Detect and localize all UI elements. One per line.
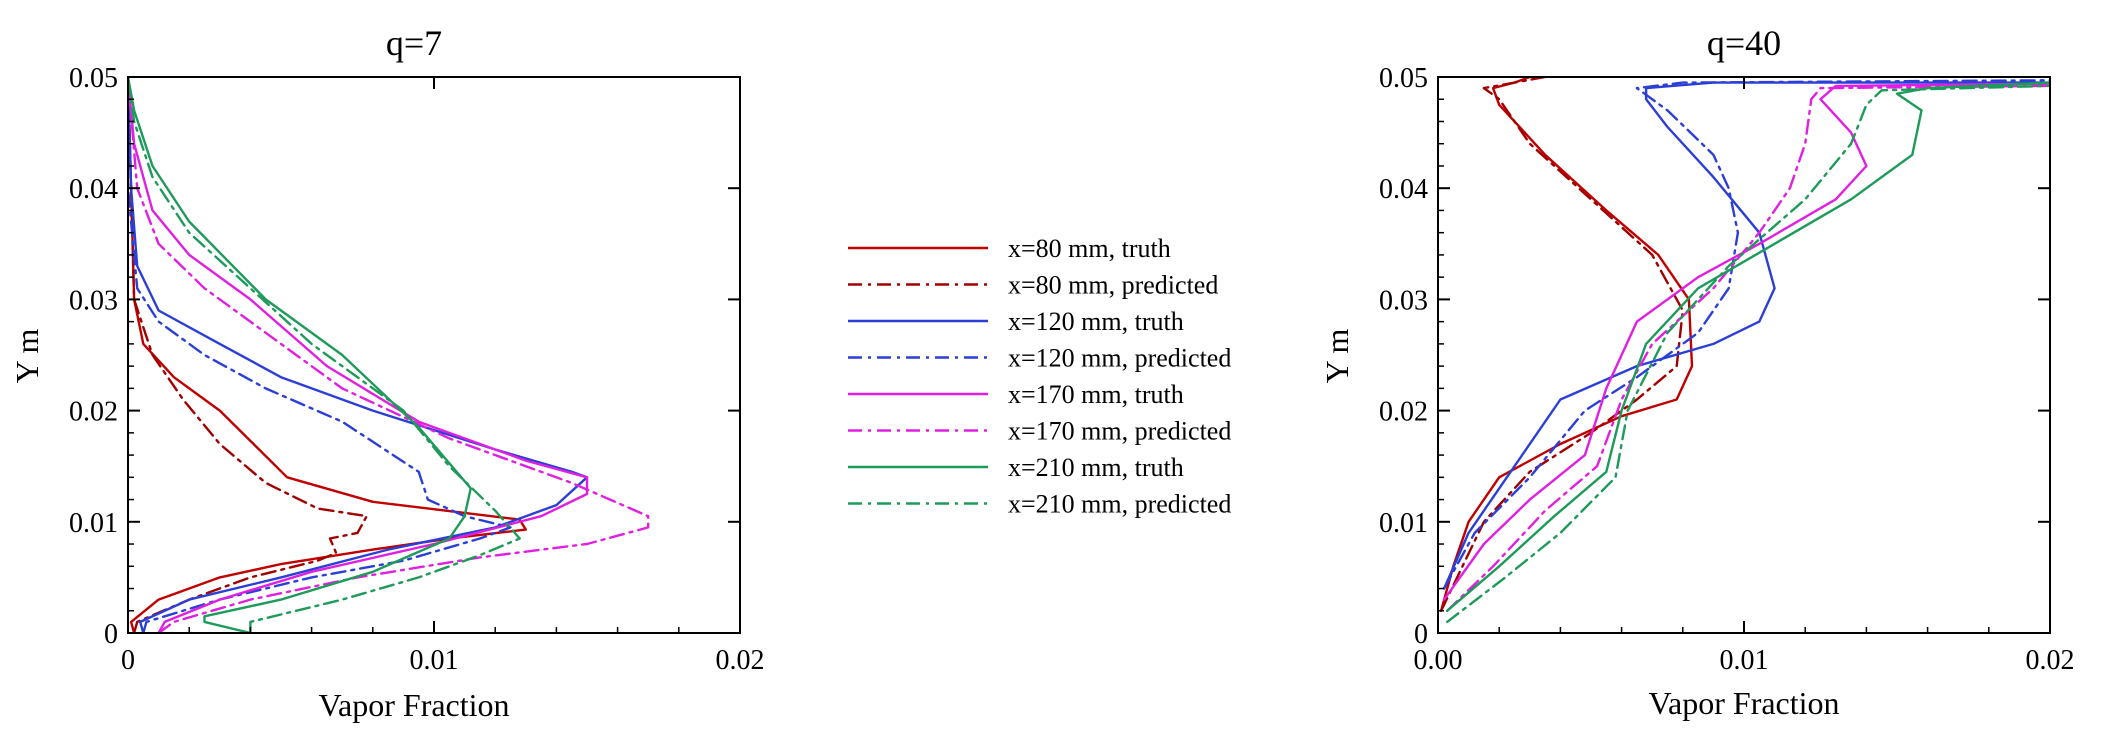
- plot-area: 0 0.01 0.02 0 0.01 0.02 0.03 0.04 0.05: [69, 63, 765, 676]
- y-tick-label: 0.02: [69, 397, 118, 428]
- legend-entry: x=120 mm, truth: [848, 307, 1184, 336]
- legend-entry: x=170 mm, predicted: [848, 417, 1231, 446]
- y-tick-label: 0.01: [1379, 508, 1428, 539]
- series-line-7: [1446, 81, 2050, 612]
- series-line-6: [1446, 84, 2050, 612]
- series-line-5: [128, 77, 589, 633]
- series-line-2: [1439, 77, 1684, 612]
- series-line-3: [128, 77, 589, 633]
- legend-label: x=80 mm, predicted: [1008, 271, 1218, 300]
- plot-frame: [127, 76, 741, 634]
- series-line-2: [128, 77, 368, 633]
- plot-area: 0.00 0.01 0.02 0 0.01 0.02 0.03 0.04 0.05: [1379, 63, 2075, 676]
- x-axis-title: Vapor Fraction: [318, 687, 509, 723]
- series-line-8: [128, 77, 521, 633]
- legend-entry: x=120 mm, predicted: [848, 344, 1231, 373]
- series-line-3: [1442, 81, 2050, 590]
- x-tick-label: 0.00: [1414, 645, 1463, 676]
- y-tick-label: 0.05: [1379, 63, 1428, 94]
- y-tick-label: 0.01: [69, 508, 118, 539]
- legend: x=80 mm, truth x=80 mm, predicted x=120 mm…: [848, 234, 1231, 519]
- legend-label: x=170 mm, predicted: [1008, 417, 1231, 446]
- x-tick-label: 0: [121, 645, 135, 676]
- chart-q7: q=7 0 0.01 0.02 0 0.01 0.02 0.03 0.04 0.05 Vapor…: [9, 23, 765, 723]
- series-line-5: [1442, 82, 2050, 601]
- series-line-7: [128, 77, 472, 633]
- plot-frame: [1437, 76, 2051, 634]
- legend-label: x=120 mm, truth: [1008, 307, 1184, 336]
- legend-label: x=210 mm, predicted: [1008, 490, 1231, 519]
- series-line-4: [128, 77, 512, 633]
- y-axis-title: Y m: [1319, 328, 1355, 383]
- legend-entry: x=80 mm, truth: [848, 234, 1171, 263]
- y-tick-label: 0.03: [69, 285, 118, 316]
- y-tick-label: 0.03: [1379, 285, 1428, 316]
- legend-label: x=120 mm, predicted: [1008, 344, 1231, 373]
- x-tick-label: 0.02: [716, 645, 765, 676]
- x-axis-title: Vapor Fraction: [1648, 685, 1839, 721]
- chart-q40: q=40 0.00 0.01 0.02 0 0.01 0.02 0.03 0.04 0.05 V…: [1319, 23, 2075, 721]
- y-tick-label: 0.04: [69, 174, 118, 205]
- legend-entry: x=210 mm, predicted: [848, 490, 1231, 519]
- y-tick-label: 0: [1414, 619, 1428, 650]
- x-tick-label: 0.01: [410, 645, 459, 676]
- y-axis-title: Y m: [9, 328, 45, 383]
- legend-entry: x=210 mm, truth: [848, 453, 1184, 482]
- y-tick-label: 0.05: [69, 63, 118, 94]
- chart-title: q=7: [386, 23, 442, 63]
- series-line-6: [128, 77, 650, 633]
- legend-label: x=80 mm, truth: [1008, 234, 1171, 263]
- y-tick-label: 0.04: [1379, 174, 1428, 205]
- legend-entry: x=80 mm, predicted: [848, 271, 1218, 300]
- series-line-1: [128, 77, 527, 633]
- legend-entry: x=170 mm, truth: [848, 380, 1184, 409]
- chart-title: q=40: [1707, 23, 1781, 63]
- x-tick-label: 0.02: [2026, 645, 2075, 676]
- series-line-4: [1442, 79, 2050, 590]
- series-line-8: [1446, 84, 2050, 624]
- legend-label: x=210 mm, truth: [1008, 453, 1184, 482]
- y-tick-label: 0.02: [1379, 397, 1428, 428]
- legend-label: x=170 mm, truth: [1008, 380, 1184, 409]
- x-tick-label: 0.01: [1720, 645, 1769, 676]
- y-tick-label: 0: [104, 619, 118, 650]
